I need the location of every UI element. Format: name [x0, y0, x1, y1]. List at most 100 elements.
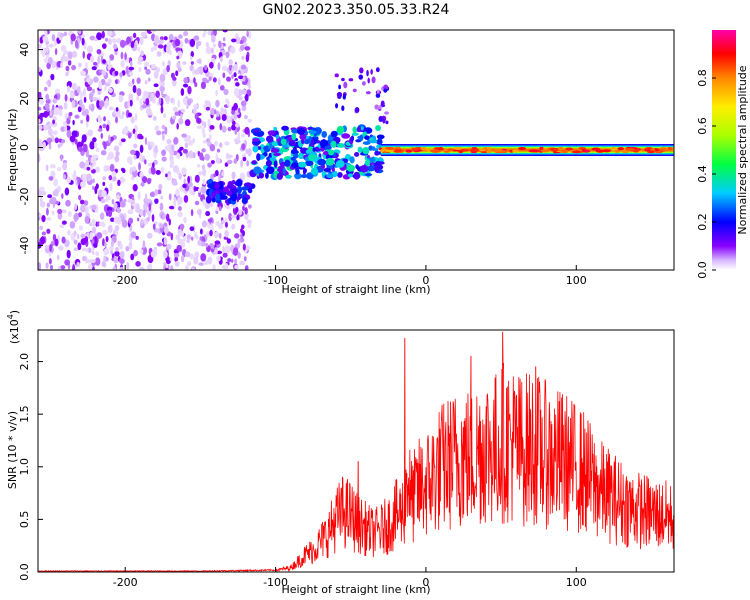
heatmap-cell [54, 188, 59, 197]
heatmap-cell [137, 191, 141, 200]
heatmap-cell [112, 266, 117, 270]
heatmap-cell [160, 87, 164, 96]
heatmap-cell [241, 143, 246, 151]
heatmap-cell [326, 173, 334, 179]
heatmap-cell [364, 173, 373, 177]
heatmap-cell [63, 102, 68, 110]
heatmap-cell [133, 249, 138, 257]
y-tick-label: 0 [18, 144, 31, 151]
heatmap-cell [374, 151, 380, 156]
heatmap-cell [239, 237, 245, 243]
heatmap-cell [162, 213, 166, 220]
heatmap-cell [214, 109, 217, 115]
heatmap-cell [179, 146, 184, 151]
heatmap-cell [45, 207, 49, 216]
heatmap-cell [205, 106, 211, 111]
heatmap-cell [165, 45, 171, 54]
heatmap-cell [256, 153, 261, 161]
heatmap-cell [51, 34, 56, 42]
colorbar-tick-label: 0.4 [696, 165, 709, 183]
heatmap-cell [163, 226, 169, 235]
heatmap-cell [284, 159, 291, 168]
heatmap-cell [48, 258, 52, 265]
heatmap-cell [140, 182, 145, 187]
heatmap-cell [120, 138, 126, 143]
heatmap-cell [189, 38, 196, 47]
heatmap-cell [139, 153, 143, 162]
y-tick-label: 0.0 [18, 563, 31, 581]
heatmap-cell [204, 260, 208, 265]
heatmap-cell [164, 95, 171, 102]
heatmap-cell [216, 250, 222, 255]
heatmap-cell [247, 118, 252, 123]
heatmap-cell [209, 133, 212, 141]
heatmap-cell [160, 166, 165, 173]
heatmap-cell [39, 196, 43, 204]
heatmap-cell [111, 38, 117, 44]
y-tick-label: 0.5 [18, 511, 31, 529]
heatmap-cell [139, 171, 144, 177]
heatmap-cell [72, 119, 75, 126]
heatmap-cell [376, 134, 385, 140]
heatmap-cell [116, 37, 122, 44]
heatmap-cell [226, 115, 232, 124]
heatmap-cell [110, 217, 115, 223]
heatmap-cell [74, 114, 80, 119]
heatmap-cell [47, 194, 53, 199]
heatmap-cell [266, 166, 275, 175]
heatmap-cell [166, 243, 172, 250]
heatmap-cell [77, 177, 80, 186]
heatmap-cell [212, 77, 217, 83]
heatmap-cell [104, 85, 107, 92]
heatmap-cell [219, 142, 223, 148]
heatmap-cell [132, 166, 137, 172]
heatmap-cell [97, 116, 103, 123]
heatmap-cell [138, 67, 142, 72]
heatmap-cell [87, 263, 93, 270]
heatmap-cell [178, 172, 183, 180]
heatmap-cell [565, 147, 573, 151]
heatmap-cell [163, 236, 168, 246]
heatmap-cell [231, 38, 237, 43]
heatmap-cell [509, 149, 514, 153]
heatmap-cell [347, 173, 354, 178]
heatmap-cell [384, 111, 389, 115]
snr-marks [38, 331, 674, 572]
heatmap-cell [164, 145, 170, 151]
heatmap-cell [371, 146, 376, 151]
heatmap-cell [47, 128, 53, 136]
heatmap-cell [38, 124, 43, 130]
heatmap-cell [469, 148, 480, 152]
heatmap-cell [130, 41, 135, 49]
heatmap-cell [172, 181, 178, 186]
heatmap-cell [195, 43, 199, 50]
heatmap-cell [139, 36, 144, 46]
heatmap-cell [224, 221, 228, 228]
heatmap-cell [192, 104, 198, 108]
heatmap-cell [237, 132, 241, 140]
heatmap-cell [271, 141, 280, 147]
heatmap-cell [243, 256, 247, 262]
heatmap-cell [221, 171, 225, 177]
heatmap-cell [361, 81, 366, 86]
heatmap-cell [393, 149, 402, 153]
heatmap-cell [231, 110, 235, 115]
heatmap-cell [168, 205, 175, 210]
heatmap-cell [246, 160, 250, 167]
heatmap-cell [95, 183, 99, 190]
heatmap-cell [193, 77, 196, 84]
heatmap-cell [237, 240, 241, 249]
heatmap-cell [158, 39, 164, 45]
heatmap-cell [197, 239, 202, 246]
heatmap-cell [170, 144, 175, 152]
heatmap-cell [104, 241, 107, 248]
heatmap-cell [64, 94, 68, 102]
heatmap-cell [62, 162, 68, 171]
heatmap-cell [180, 254, 185, 263]
heatmap-cell [132, 183, 138, 192]
heatmap-cell [76, 233, 80, 240]
heatmap-cell [234, 264, 239, 270]
heatmap-cell [86, 86, 93, 92]
top-y-ticks: 40 20 0 -20 -40 [18, 43, 43, 254]
heatmap-cell [325, 157, 335, 166]
